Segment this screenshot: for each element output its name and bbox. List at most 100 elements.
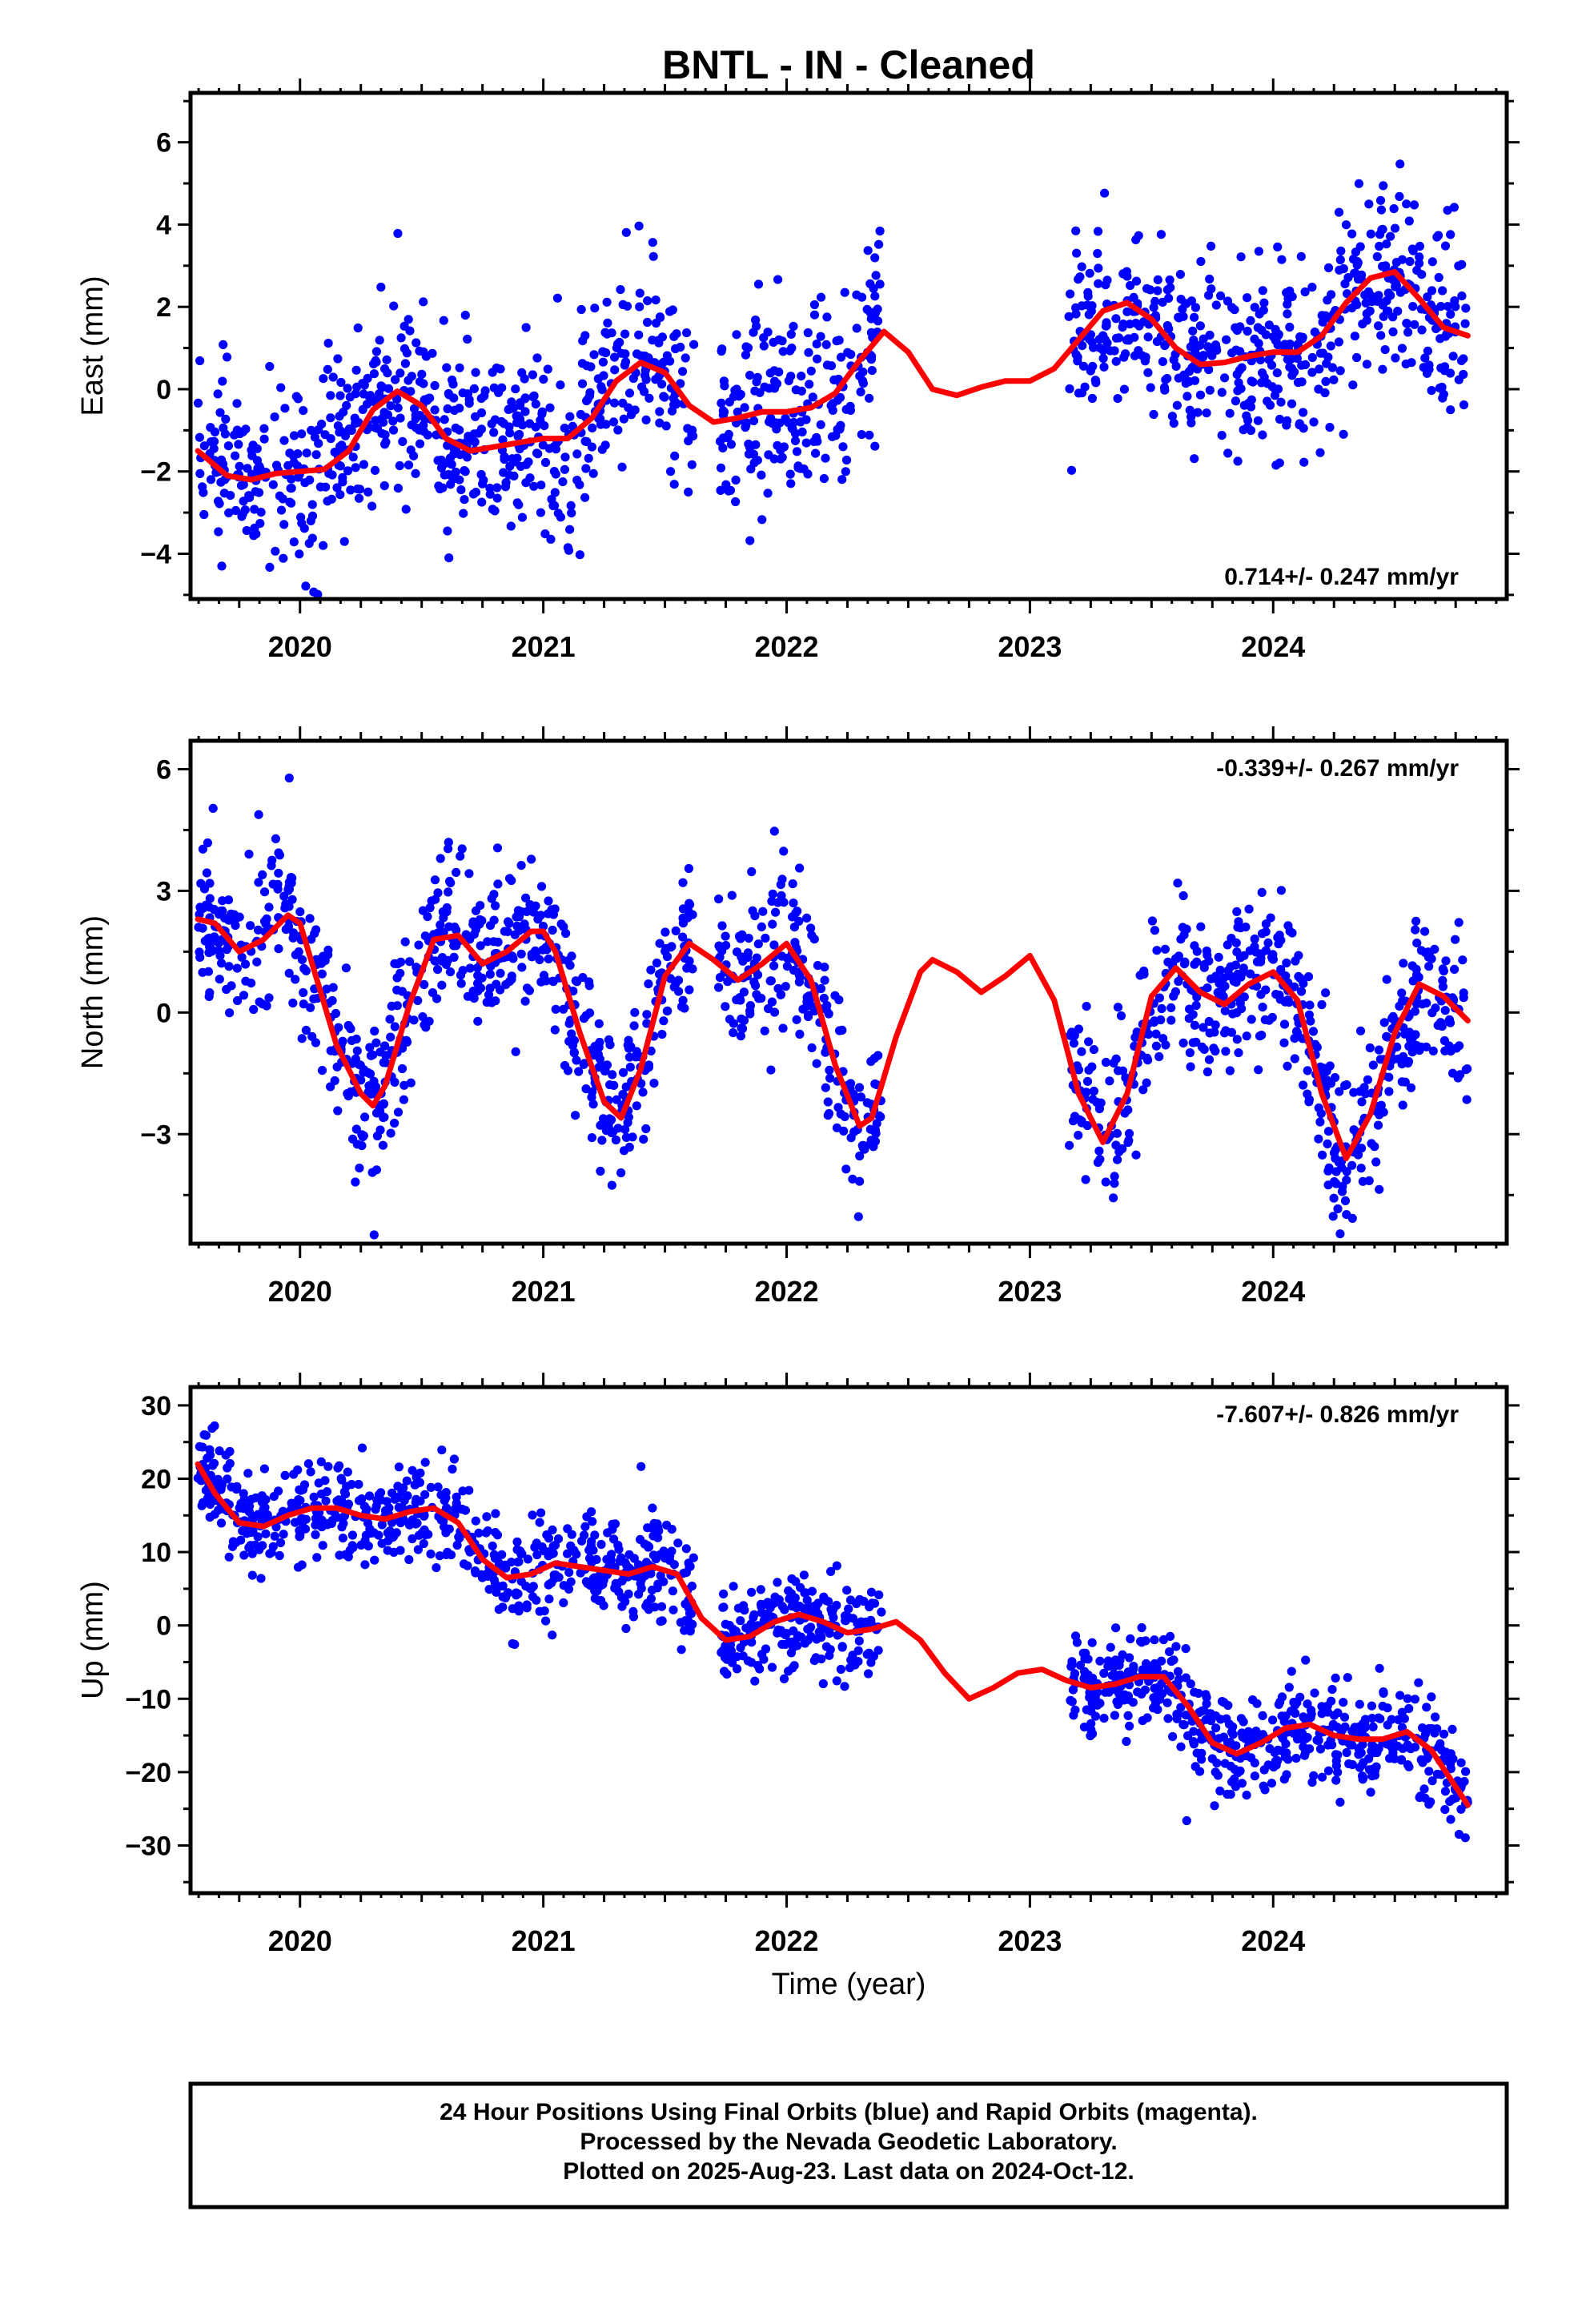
data-point — [607, 1180, 617, 1190]
data-point — [219, 423, 228, 433]
data-point — [297, 429, 307, 439]
data-point — [688, 425, 697, 435]
data-point — [443, 404, 452, 414]
data-point — [745, 371, 755, 380]
data-point — [1263, 938, 1273, 947]
data-point — [582, 436, 592, 447]
data-point — [1220, 1006, 1230, 1015]
data-point — [1071, 309, 1081, 319]
data-point — [540, 529, 550, 539]
data-point — [412, 423, 421, 432]
data-point — [777, 452, 787, 462]
data-point — [258, 999, 267, 1009]
data-point — [375, 336, 384, 345]
data-point — [274, 848, 283, 858]
data-point — [866, 1136, 876, 1145]
data-point — [386, 1128, 396, 1138]
data-point — [778, 347, 788, 356]
data-point — [725, 397, 734, 407]
velocity-annotation: -0.339+/- 0.267 mm/yr — [1216, 755, 1459, 782]
data-point — [733, 407, 742, 417]
data-point — [419, 347, 428, 356]
data-point — [250, 505, 259, 514]
data-point — [755, 388, 765, 397]
data-point — [369, 1528, 379, 1538]
data-point — [309, 994, 319, 1003]
data-point — [205, 1445, 215, 1454]
data-point — [483, 1526, 492, 1536]
data-point — [790, 1637, 800, 1647]
data-point — [1454, 375, 1464, 384]
data-point — [1072, 248, 1082, 258]
data-point — [252, 444, 262, 453]
data-point — [785, 469, 795, 479]
data-point — [1310, 328, 1319, 337]
data-point — [1331, 1761, 1341, 1771]
data-point — [233, 995, 243, 1006]
x-tick-label: 2021 — [512, 630, 576, 663]
data-point — [521, 893, 531, 903]
data-point — [1299, 979, 1308, 988]
data-point — [351, 365, 361, 375]
data-point — [790, 436, 801, 446]
data-point — [276, 383, 286, 392]
data-point — [494, 388, 504, 397]
data-point — [1358, 1775, 1367, 1784]
data-point — [452, 1540, 462, 1550]
data-point — [732, 995, 741, 1005]
data-point — [1139, 317, 1149, 327]
data-point — [632, 1101, 641, 1111]
data-point — [1258, 1730, 1267, 1739]
data-point — [877, 1607, 886, 1617]
data-point — [1100, 335, 1110, 344]
x-tick-label: 2020 — [268, 1924, 332, 1957]
data-point — [194, 923, 203, 932]
data-point — [1414, 1678, 1423, 1687]
data-point — [611, 1578, 620, 1588]
data-point — [1335, 366, 1345, 376]
data-point — [1323, 296, 1332, 305]
data-point — [1092, 1097, 1102, 1108]
data-point — [1351, 247, 1360, 257]
data-point — [1438, 286, 1447, 296]
data-point — [826, 400, 836, 410]
data-point — [485, 970, 495, 979]
data-point — [520, 374, 529, 384]
data-point — [389, 1547, 399, 1557]
data-point — [1237, 1003, 1247, 1014]
data-point — [816, 332, 825, 341]
data-point — [1417, 325, 1427, 335]
model-curve — [195, 912, 1471, 1162]
data-point — [848, 1614, 858, 1623]
data-point — [323, 497, 332, 506]
data-point — [388, 416, 398, 426]
data-point — [579, 1014, 589, 1023]
data-point — [1292, 1735, 1303, 1744]
data-point — [1347, 1160, 1357, 1170]
data-point — [419, 1538, 428, 1549]
data-point — [217, 959, 227, 968]
data-point — [588, 1517, 597, 1526]
data-point — [757, 922, 766, 931]
data-point — [672, 329, 681, 339]
data-point — [841, 455, 852, 465]
data-point — [1071, 226, 1081, 235]
data-point — [1299, 1712, 1308, 1722]
data-point — [731, 497, 741, 507]
data-point — [504, 917, 513, 927]
data-point — [1168, 1731, 1178, 1742]
data-point — [276, 505, 287, 515]
data-point — [1447, 1068, 1458, 1078]
data-point — [717, 398, 726, 408]
data-point — [1439, 362, 1450, 372]
data-point — [321, 1496, 331, 1506]
data-point — [1110, 1179, 1119, 1188]
data-point — [305, 475, 315, 485]
data-point — [254, 810, 263, 819]
data-point — [1461, 1767, 1471, 1776]
data-point — [242, 525, 251, 536]
data-point — [743, 953, 753, 963]
data-point — [1283, 1061, 1292, 1071]
